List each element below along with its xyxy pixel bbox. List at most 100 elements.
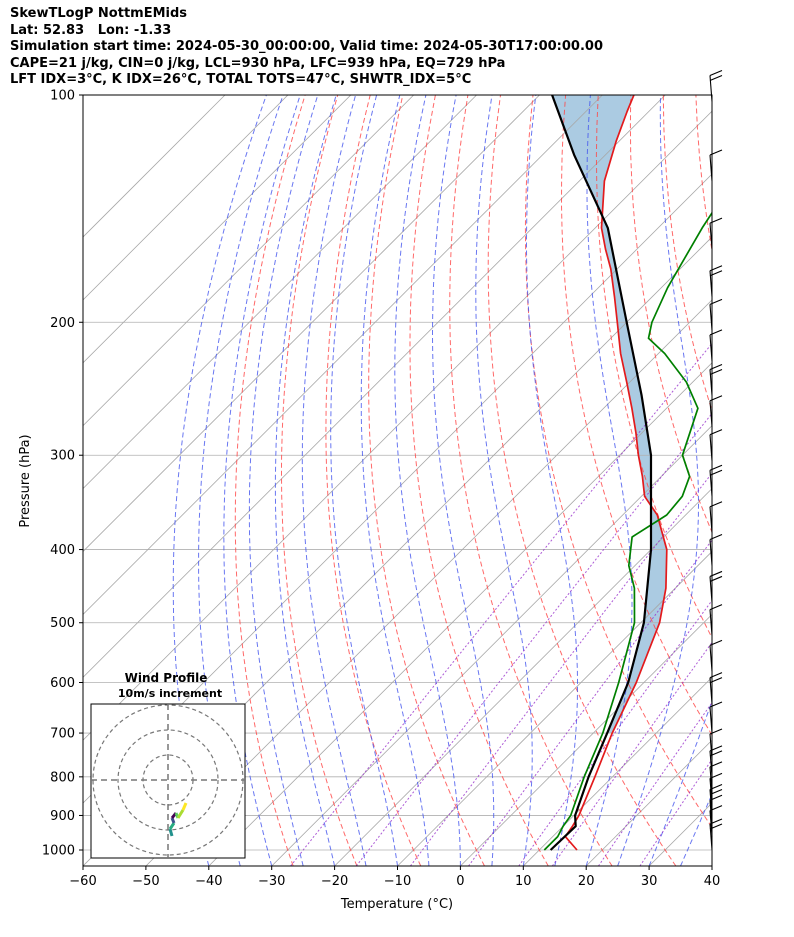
wind-barb-staff (709, 223, 713, 250)
moist-adiabat-line (585, 95, 633, 866)
isotherm-line (83, 95, 414, 427)
parcel-path-line (549, 95, 653, 851)
wind-barb-staff (709, 645, 713, 672)
time-line: Simulation start time: 2024-05-30_00:00:… (10, 39, 603, 54)
isotherm-line (397, 550, 712, 866)
wind-barb (709, 149, 723, 182)
wind-barb (709, 639, 723, 672)
cape-line: CAPE=21 j/kg, CIN=0 j/kg, LCL=930 hPa, L… (10, 55, 506, 71)
dry-adiabat-line (728, 95, 794, 866)
wind-barb-flag (709, 429, 723, 436)
wind-barb-staff (709, 154, 713, 182)
wind-barb-staff (709, 707, 713, 734)
wind-barb-flag (709, 794, 723, 801)
wind-barb-flag (709, 265, 723, 272)
isotherm-line (460, 613, 712, 866)
wind-barb-staff (709, 334, 713, 361)
mixing-ratio-line (409, 472, 712, 866)
moist-adiabat-line (248, 95, 319, 866)
wind-barb-flag (709, 750, 723, 757)
y-tick-label: 700 (50, 727, 75, 742)
inset-title: Wind Profile (125, 671, 208, 685)
moist-adiabat-line (198, 95, 284, 866)
wind-barb (709, 604, 723, 636)
wind-barb (709, 672, 723, 704)
wind-barb-flag (709, 823, 723, 830)
y-tick-label: 400 (50, 543, 75, 558)
mixing-ratio-line (518, 599, 712, 866)
moist-adiabat-line (301, 95, 367, 866)
dry-adiabat-line (368, 95, 485, 866)
x-tick-label: 30 (641, 874, 658, 889)
wind-barb-flag (709, 783, 723, 790)
moist-adiabat-line (475, 95, 533, 866)
wind-barb-flag (709, 604, 723, 611)
isotherm-line (83, 95, 477, 490)
y-tick-label: 300 (50, 449, 75, 464)
dry-adiabat-line (281, 95, 358, 866)
x-tick-label: −30 (258, 874, 285, 889)
wind-barb-flag (709, 534, 723, 541)
isotherm-line (83, 95, 226, 238)
mixing-ratio-line (468, 539, 712, 866)
dry-adiabat-line (325, 95, 422, 866)
y-tick-label: 600 (50, 676, 75, 691)
x-tick-label: −50 (132, 874, 159, 889)
wind-barb-flag (709, 368, 723, 375)
dry-adiabat-line (595, 95, 712, 639)
wind-barb-flag (709, 818, 723, 825)
location-line: Lat: 52.83 Lon: -1.33 (10, 22, 172, 38)
dry-adiabat-line (524, 95, 712, 829)
wind-barb-staff (709, 539, 713, 566)
moist-adiabat-line (432, 95, 495, 866)
isotherm-line (334, 488, 712, 866)
wind-barb (709, 217, 723, 250)
wind-barb (709, 501, 723, 533)
isotherm-line (585, 739, 712, 866)
dewpoint-line (543, 211, 712, 851)
isotherm-line (208, 362, 712, 866)
wind-barb-flag (709, 74, 723, 82)
moist-adiabat-line (360, 95, 430, 866)
wind-barb-flag (709, 469, 723, 476)
mixing-ratio-line (639, 758, 712, 866)
isotherm-line (523, 676, 712, 866)
x-tick-label: −20 (321, 874, 348, 889)
moist-adiabat-line (172, 95, 267, 866)
x-axis-label: Temperature (°C) (340, 897, 453, 912)
wind-barb-staff (709, 506, 713, 533)
x-tick-label: −10 (384, 874, 411, 889)
wind-barb-flag (709, 575, 723, 582)
moist-adiabat-line (526, 95, 578, 866)
chart-header: SkewTLogP NottmEMids Lat: 52.83 Lon: -1.… (10, 6, 603, 89)
isotherm-line (83, 95, 352, 364)
wind-barb-flag (709, 217, 723, 224)
isotherm-line (648, 802, 712, 866)
hodograph-segment (168, 828, 174, 837)
x-tick-label: 10 (515, 874, 532, 889)
moist-adiabat-line (330, 95, 398, 866)
wind-barb (709, 464, 723, 497)
wind-barb (709, 329, 723, 361)
moist-adiabat-line (274, 95, 337, 866)
x-tick-label: 20 (578, 874, 595, 889)
wind-barb-flag (709, 464, 723, 471)
x-tick-label: 40 (704, 874, 721, 889)
mixing-ratio-line (355, 412, 712, 866)
wind-barb (709, 429, 723, 461)
moist-adiabat-line (711, 864, 712, 866)
wind-barb (709, 534, 723, 566)
isotherm-line (711, 865, 712, 866)
wind-barb-flag (709, 298, 723, 305)
hodograph-segment (170, 817, 176, 824)
wind-barb-flag (709, 395, 723, 402)
x-tick-label: 0 (456, 874, 464, 889)
wind-barb-flag (709, 69, 723, 77)
moist-adiabat-line (223, 95, 301, 866)
wind-barb-flag (709, 149, 723, 156)
wind-barb-flag (709, 805, 723, 812)
y-axis-label: Pressure (hPa) (18, 434, 33, 527)
wind-barb-staff (709, 800, 713, 827)
isotherm-line (271, 425, 712, 866)
